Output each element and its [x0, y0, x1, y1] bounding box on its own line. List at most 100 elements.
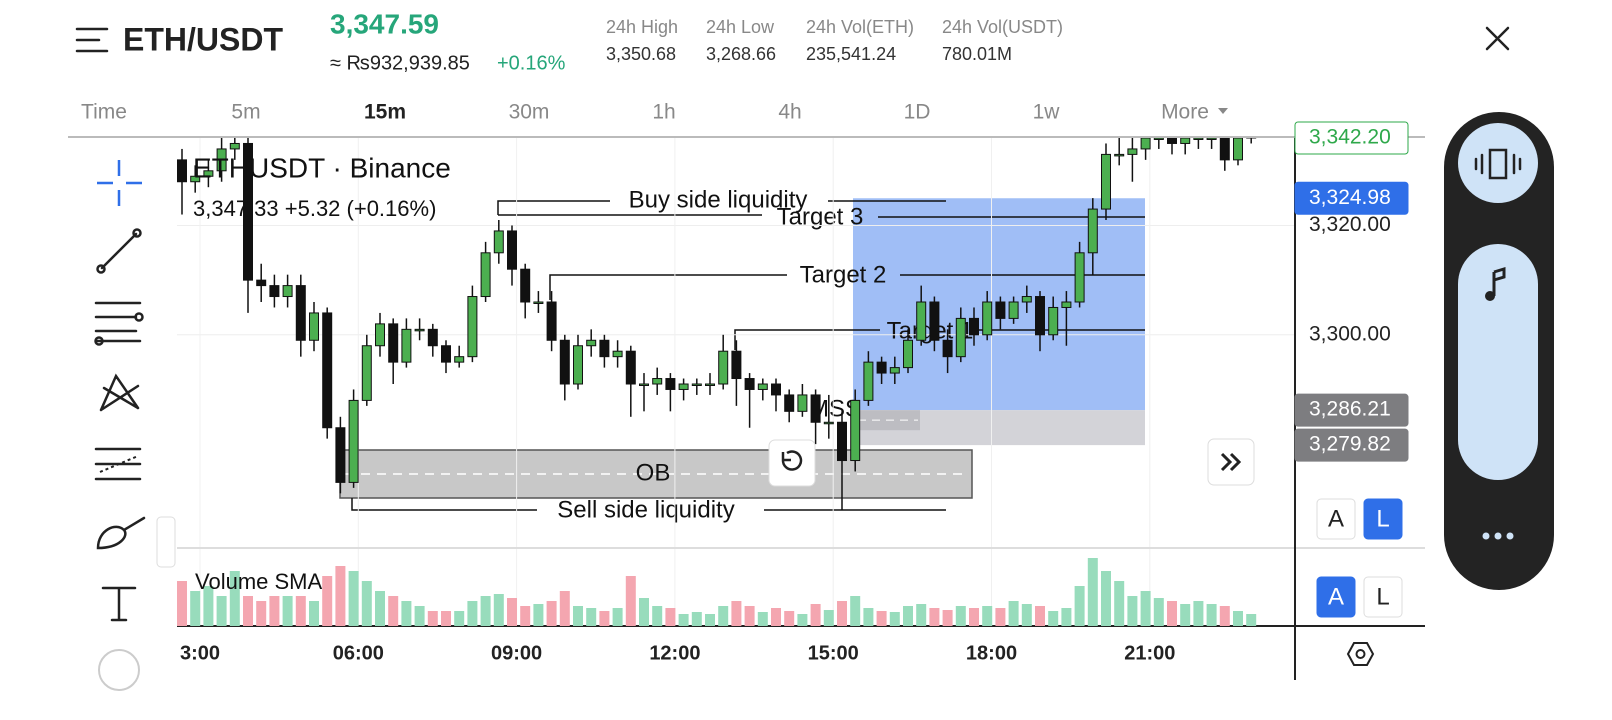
- interval-tab[interactable]: 30m: [509, 101, 550, 124]
- volume-bar: [876, 611, 887, 626]
- candle-body: [969, 317, 979, 336]
- menu-icon[interactable]: [75, 27, 109, 53]
- annotation-label: Target 2: [800, 261, 887, 288]
- candle-body: [691, 383, 702, 386]
- interval-tab[interactable]: 1h: [652, 101, 675, 124]
- interval-tab[interactable]: 1w: [1033, 101, 1061, 124]
- candle-body: [467, 296, 478, 358]
- interval-tab[interactable]: 15m: [364, 101, 406, 124]
- volume-bar: [757, 612, 768, 626]
- settings-icon[interactable]: [1346, 642, 1375, 666]
- volume-bar: [533, 604, 544, 626]
- price-badge: [1294, 393, 1409, 427]
- text-tool[interactable]: [101, 586, 137, 622]
- interval-tab[interactable]: 4h: [778, 101, 801, 124]
- candle-body: [216, 148, 227, 172]
- candles: [177, 138, 1257, 510]
- vibrate-button[interactable]: [1458, 123, 1538, 203]
- crosshair-tool[interactable]: [97, 160, 142, 206]
- scale-button-label[interactable]: L: [1376, 583, 1389, 610]
- volume-bar: [190, 591, 201, 626]
- scale-button[interactable]: [1363, 498, 1403, 540]
- candle-body: [348, 399, 359, 483]
- candle-body: [427, 328, 438, 347]
- volume-bar: [216, 596, 227, 626]
- volume-bar: [1008, 601, 1019, 626]
- candle-body: [1035, 296, 1045, 336]
- collapse-button[interactable]: [156, 516, 176, 568]
- scale-button[interactable]: [1316, 576, 1356, 618]
- volume-bar: [546, 601, 557, 626]
- stat-label: 24h High: [606, 17, 678, 37]
- interval-tab[interactable]: More: [1161, 101, 1209, 124]
- x-tick-label: 06:00: [333, 642, 384, 664]
- parallel-tool[interactable]: [94, 301, 144, 346]
- volume-bar: [203, 586, 214, 626]
- volume-bar: [427, 611, 438, 626]
- pattern-tool[interactable]: [99, 373, 140, 412]
- stat-label: 24h Vol(ETH): [806, 17, 914, 37]
- candle-body: [1233, 138, 1243, 161]
- volume-bar: [652, 606, 663, 626]
- candle-body: [1193, 138, 1204, 140]
- candle-body: [678, 383, 689, 390]
- scale-button-label[interactable]: A: [1328, 505, 1344, 532]
- volume-bar: [731, 601, 742, 626]
- candle-body: [309, 312, 319, 341]
- close-icon[interactable]: [1485, 26, 1510, 51]
- more-button[interactable]: [1482, 532, 1514, 540]
- candle-body: [757, 383, 768, 390]
- volume-bar: [256, 601, 267, 626]
- price-label: 3,279.82: [1309, 433, 1391, 456]
- candle-body: [916, 301, 927, 341]
- fib-tool[interactable]: [94, 447, 142, 481]
- stat-value: 3,268.66: [706, 44, 776, 64]
- more-tool[interactable]: [98, 649, 140, 691]
- candle-body: [876, 361, 887, 374]
- brush-tool[interactable]: [96, 516, 146, 550]
- candle-body: [599, 339, 610, 358]
- volume-bar: [665, 608, 676, 626]
- candle-body: [507, 230, 517, 270]
- interval-tab[interactable]: 5m: [231, 101, 260, 124]
- stat-value: 235,541.24: [806, 44, 896, 64]
- scale-button[interactable]: [1363, 576, 1403, 618]
- candle-body: [269, 285, 280, 298]
- volume-bar: [599, 611, 610, 626]
- candle-body: [1008, 301, 1019, 319]
- volume-bar: [1180, 604, 1191, 626]
- candle-body: [982, 301, 993, 336]
- scale-button-label[interactable]: A: [1328, 583, 1344, 610]
- line-tool[interactable]: [96, 228, 142, 274]
- sound-button[interactable]: [1458, 244, 1538, 480]
- scale-button-label[interactable]: L: [1376, 505, 1389, 532]
- interval-tab[interactable]: 1D: [904, 101, 931, 124]
- toolbar: [94, 160, 176, 691]
- candle-body: [335, 427, 346, 483]
- symbol[interactable]: ETH/USDT: [123, 21, 283, 57]
- volume-bar: [718, 606, 729, 626]
- candle-body: [1087, 208, 1098, 254]
- candle-body: [1074, 252, 1085, 303]
- volume-bar: [441, 611, 451, 626]
- volume-bar: [1127, 596, 1138, 626]
- candle-body: [586, 339, 597, 347]
- stat-value: 780.01M: [942, 44, 1012, 64]
- volume-bar: [1114, 581, 1125, 626]
- volume-bar: [810, 604, 821, 626]
- scale-button[interactable]: [1316, 498, 1356, 540]
- volume-bar: [771, 608, 781, 626]
- volume-bar: [955, 606, 966, 626]
- annotation-line: [351, 498, 946, 511]
- reset-button[interactable]: [768, 439, 816, 487]
- volume-bar: [322, 576, 333, 626]
- annotation-label: OB: [636, 459, 671, 486]
- volume-bar: [916, 604, 927, 626]
- volume-bar: [850, 596, 861, 626]
- interval-tab[interactable]: Time: [81, 101, 127, 124]
- stat-label: 24h Vol(USDT): [942, 17, 1063, 37]
- reset-icon: [781, 450, 803, 471]
- volume-bar: [784, 611, 795, 626]
